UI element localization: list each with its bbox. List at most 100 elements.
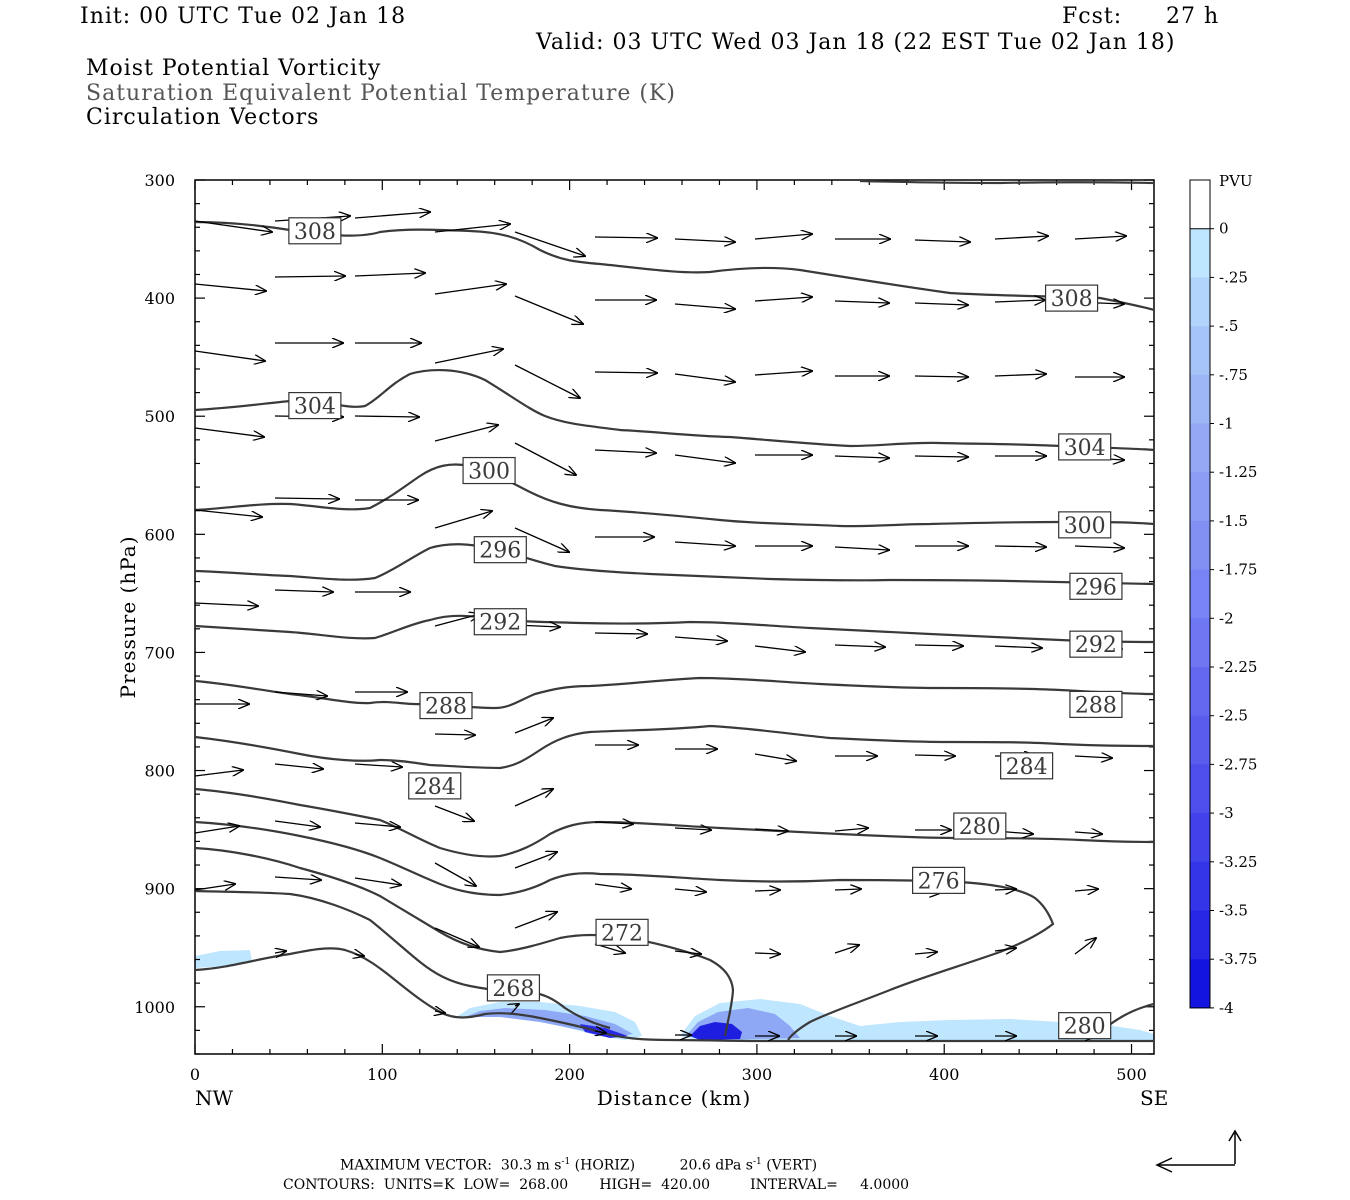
contour-label-text: 300 (468, 460, 510, 485)
vector (754, 829, 788, 831)
vector (274, 877, 321, 880)
vector (994, 646, 1042, 648)
x-tick-label: 200 (554, 1065, 585, 1084)
vector (354, 273, 425, 276)
colorbar-label: -3.5 (1219, 902, 1248, 920)
colorbar-title: PVU (1219, 172, 1253, 190)
pv-area-left (195, 950, 252, 968)
vector (674, 951, 701, 954)
colorbar-swatch (1190, 520, 1210, 571)
vector (355, 954, 364, 956)
vector (274, 820, 320, 827)
contour-308 (195, 220, 1154, 312)
vector (594, 237, 657, 238)
vector (194, 884, 235, 891)
max-vector-horiz-unit: (HORIZ) (574, 1157, 636, 1174)
vector (354, 877, 401, 885)
x-tick-label: 500 (1116, 1065, 1147, 1084)
plot-frame (194, 179, 1155, 1055)
contour-label-text: 304 (1064, 436, 1106, 461)
contour-label: 284 (1000, 752, 1054, 780)
y-tick-labels: 300 400 500 600 700 800 900 1000 (134, 171, 175, 1017)
vector (1074, 756, 1112, 758)
colorbar-swatch (1190, 813, 1210, 863)
field-title-mpv: Moist Potential Vorticity (86, 56, 382, 81)
contour-280-upper (195, 787, 1154, 858)
y-tick-label: 400 (144, 289, 175, 308)
vector (994, 546, 1046, 547)
colorbar-swatch (1190, 374, 1210, 424)
colorbar-swatch (1190, 472, 1210, 522)
colorbar-label: -2.75 (1219, 755, 1257, 773)
contour-label-box (288, 217, 342, 245)
vector (994, 889, 1016, 890)
vector (434, 927, 479, 947)
colorbar-label: -1 (1219, 415, 1234, 433)
contour-label: 288 (1069, 690, 1123, 719)
contour-label: 308 (288, 217, 342, 245)
colorbar-label: -.25 (1219, 268, 1248, 286)
x-axis-title: Distance (km) (597, 1086, 752, 1110)
contour-label-text: 300 (1064, 514, 1106, 539)
contour-label: 296 (473, 536, 527, 564)
colorbar-swatch (1190, 277, 1210, 327)
colorbar-label: 0 (1219, 220, 1229, 238)
pv-area-right-dark (690, 1022, 742, 1040)
contour-296 (195, 543, 1154, 586)
vector (994, 948, 1016, 951)
contour-label-box (1000, 752, 1054, 780)
forecast-hours: 27 h (1166, 4, 1220, 29)
contour-label-box (288, 391, 342, 420)
colorbar-label: -3.75 (1219, 950, 1257, 968)
contour-label-box (1069, 690, 1123, 719)
vector (674, 637, 727, 641)
vector (1074, 938, 1096, 955)
contour-label-box (911, 866, 966, 894)
contour-label-box (1069, 572, 1123, 600)
vector (434, 862, 476, 886)
colorbar-swatch (1190, 569, 1210, 619)
vector (834, 301, 889, 303)
vector (434, 614, 480, 627)
vector (514, 442, 576, 475)
colorbar-swatch (1190, 910, 1210, 960)
contour-label-box (1069, 630, 1123, 658)
vector (834, 828, 868, 831)
vector (274, 764, 323, 769)
vector (674, 239, 735, 242)
nw-label: NW (195, 1086, 234, 1110)
colorbar-label: -1.5 (1219, 512, 1248, 530)
vector (834, 889, 861, 890)
vector (754, 890, 780, 891)
colorbar-label: -4 (1219, 999, 1234, 1017)
vector (914, 755, 955, 756)
vector (1074, 832, 1102, 834)
forecast-label: Fcst: (1062, 4, 1123, 29)
contour-label-text: 296 (1075, 575, 1117, 600)
contour-ground (195, 947, 1154, 1043)
contour-label-box (1044, 284, 1099, 312)
contour-276 (195, 820, 1055, 1041)
vector (354, 212, 430, 219)
vector (754, 753, 796, 761)
vector (434, 734, 475, 735)
vector (514, 527, 569, 552)
y-tick-label: 500 (144, 407, 175, 426)
colorbar-label: -3.25 (1219, 853, 1257, 871)
circulation-vectors (194, 212, 1126, 1036)
vector (914, 376, 968, 377)
vector (914, 456, 968, 457)
colorbar-label: -3 (1219, 804, 1234, 822)
vector (194, 283, 266, 291)
vector (754, 297, 812, 301)
vector (1074, 546, 1124, 548)
se-label: SE (1140, 1086, 1168, 1110)
contour-label-box (419, 691, 473, 720)
vector (434, 224, 510, 233)
vector (514, 364, 580, 398)
vector (274, 498, 339, 499)
vector (754, 953, 780, 954)
contour-label-text: 292 (1075, 633, 1117, 658)
max-vector-horiz: MAXIMUM VECTOR: 30.3 m s (340, 1157, 562, 1174)
vector (434, 284, 506, 295)
